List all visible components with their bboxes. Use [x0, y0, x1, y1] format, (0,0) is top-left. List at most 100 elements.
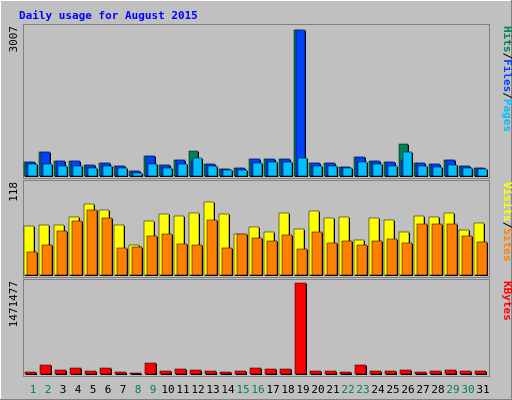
day-label-11: 11 — [176, 383, 189, 396]
panel-hits-frame — [23, 24, 490, 179]
day-label-1: 1 — [30, 383, 37, 396]
kbytes-bar-kbytes-day-13 — [204, 370, 217, 375]
visits-bar-sites-day-31 — [476, 241, 488, 276]
hits-bar-pages-day-18 — [282, 161, 293, 177]
legend-text-visits: Visits/Sites — [501, 182, 512, 262]
visits-bar-sites-day-11 — [176, 243, 188, 276]
visits-bar-sites-day-22 — [341, 240, 353, 276]
legend-kbytes: KBytes — [501, 281, 512, 321]
visits-bar-sites-day-12 — [191, 244, 203, 276]
visits-bar-sites-day-18 — [281, 234, 293, 276]
kbytes-bar-kbytes-day-21 — [324, 370, 337, 375]
day-label-13: 13 — [206, 383, 219, 396]
visits-bar-sites-day-2 — [41, 244, 53, 276]
hits-bar-pages-day-26 — [402, 151, 413, 177]
visits-bar-sites-day-14 — [221, 247, 233, 276]
hits-bar-pages-day-9 — [147, 163, 158, 177]
visits-bar-sites-day-29 — [446, 223, 458, 276]
visits-bar-sites-day-27 — [416, 223, 428, 276]
kbytes-bar-kbytes-day-12 — [189, 369, 202, 375]
legend-item-hits: Hits — [501, 26, 512, 53]
hits-bar-pages-day-12 — [192, 157, 203, 177]
hits-bar-pages-day-17 — [267, 161, 278, 177]
visits-bar-sites-day-28 — [431, 223, 443, 276]
day-label-18: 18 — [281, 383, 294, 396]
visits-bar-sites-day-6 — [101, 217, 113, 276]
visits-bar-sites-day-25 — [386, 238, 398, 276]
day-label-23: 23 — [356, 383, 369, 396]
y-max-label-hits: 3007 — [7, 26, 20, 53]
visits-bar-sites-day-16 — [251, 237, 263, 276]
kbytes-bar-kbytes-day-29 — [444, 369, 457, 375]
visits-bar-sites-day-19 — [296, 248, 308, 276]
day-label-29: 29 — [446, 383, 459, 396]
kbytes-bar-kbytes-day-24 — [369, 370, 382, 375]
hits-bar-pages-day-11 — [177, 163, 188, 177]
day-label-12: 12 — [191, 383, 204, 396]
legend-separator: / — [501, 92, 512, 99]
hits-bar-pages-day-13 — [207, 165, 218, 177]
hits-bar-pages-day-14 — [222, 169, 233, 177]
day-label-5: 5 — [90, 383, 97, 396]
kbytes-bar-kbytes-day-5 — [84, 370, 97, 375]
kbytes-bar-kbytes-day-27 — [414, 371, 427, 375]
kbytes-bar-kbytes-day-14 — [219, 371, 232, 375]
visits-bar-sites-day-15 — [236, 233, 248, 276]
chart-title: Daily usage for August 2015 — [19, 9, 198, 22]
hits-bar-pages-day-6 — [102, 165, 113, 177]
day-label-15: 15 — [236, 383, 249, 396]
kbytes-bar-kbytes-day-30 — [459, 370, 472, 375]
visits-bar-sites-day-17 — [266, 240, 278, 276]
day-label-25: 25 — [386, 383, 399, 396]
legend-text-kbytes: KBytes — [501, 281, 512, 321]
hits-bar-pages-day-25 — [387, 165, 398, 177]
day-label-14: 14 — [221, 383, 235, 396]
chart-marks — [23, 29, 488, 375]
legend-hits: Hits/Files/Pages — [501, 26, 512, 132]
hits-bar-pages-day-31 — [477, 168, 488, 177]
hits-bar-files-day-19 — [295, 29, 306, 177]
visits-bar-sites-day-7 — [116, 247, 128, 276]
y-max-label-kbytes: 1471477 — [7, 281, 20, 327]
legend-item-visits: Visits — [501, 182, 512, 222]
kbytes-bar-kbytes-day-7 — [114, 371, 127, 375]
visits-bar-sites-day-4 — [71, 220, 83, 276]
legend-visits: Visits/Sites — [501, 182, 512, 262]
kbytes-bar-kbytes-day-3 — [54, 369, 67, 375]
visits-bar-sites-day-24 — [371, 240, 383, 276]
hits-bar-pages-day-7 — [117, 167, 128, 177]
hits-bar-pages-day-5 — [87, 167, 98, 177]
hits-bar-pages-day-22 — [342, 167, 353, 177]
hits-bar-pages-day-28 — [432, 166, 443, 177]
legend-separator: / — [501, 53, 512, 60]
day-label-9: 9 — [150, 383, 157, 396]
legend-text-hits: Hits/Files/Pages — [501, 26, 512, 132]
kbytes-bar-kbytes-day-8 — [129, 372, 142, 375]
day-label-30: 30 — [461, 383, 474, 396]
kbytes-bar-kbytes-day-1 — [24, 371, 37, 375]
hits-bar-pages-day-29 — [447, 164, 458, 177]
day-label-24: 24 — [371, 383, 385, 396]
legend-separator: / — [501, 222, 512, 229]
day-label-16: 16 — [251, 383, 264, 396]
day-label-28: 28 — [431, 383, 444, 396]
hits-bar-pages-day-3 — [57, 165, 68, 177]
day-label-8: 8 — [135, 383, 142, 396]
kbytes-bar-kbytes-day-11 — [174, 368, 187, 375]
visits-bar-sites-day-1 — [26, 251, 38, 276]
visits-bar-sites-day-5 — [86, 209, 98, 276]
kbytes-bar-kbytes-day-2 — [39, 364, 52, 375]
kbytes-bar-kbytes-day-9 — [144, 362, 157, 375]
visits-bar-sites-day-20 — [311, 231, 323, 276]
day-label-3: 3 — [60, 383, 67, 396]
visits-bar-sites-day-8 — [131, 246, 143, 276]
kbytes-bar-kbytes-day-20 — [309, 370, 322, 375]
day-label-19: 19 — [296, 383, 309, 396]
hits-bar-pages-day-8 — [132, 172, 143, 177]
hits-bar-pages-day-4 — [72, 165, 83, 177]
visits-bar-sites-day-26 — [401, 242, 413, 276]
visits-bar-sites-day-9 — [146, 235, 158, 276]
x-axis-day-labels: 1 2 3 4 5 6 7 8 9 10 11 12 13 14 15 16 17 18 19 20 21 22 23 24 2… — [30, 383, 490, 396]
